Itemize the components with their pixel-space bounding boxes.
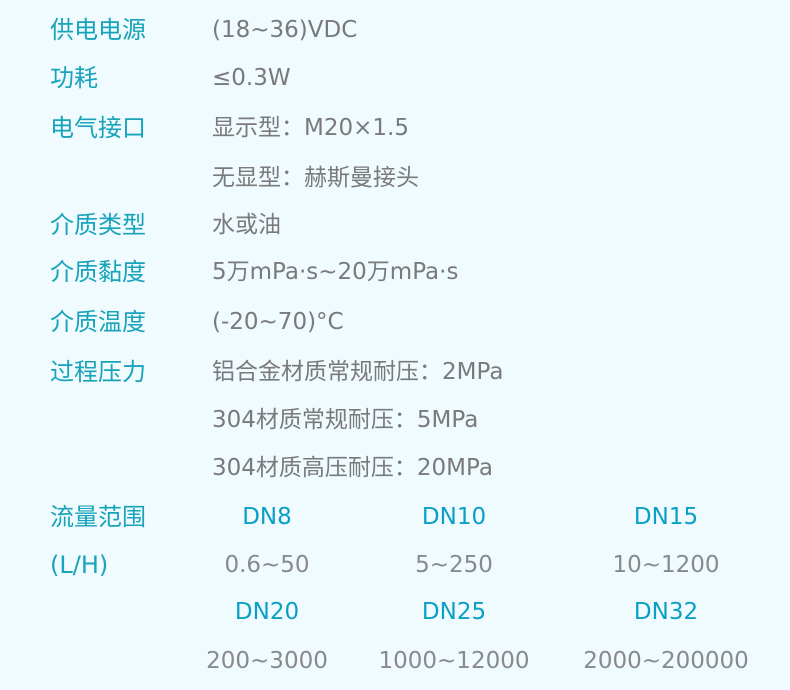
spec-label: 介质温度 xyxy=(50,308,146,336)
spec-label: 供电电源 xyxy=(50,16,146,44)
spec-row: 介质温度 (-20~70)°C xyxy=(0,298,790,346)
spec-label: 电气接口 xyxy=(50,114,146,142)
spec-label: 介质黏度 xyxy=(50,258,146,286)
spec-value: 304材质高压耐压：20MPa xyxy=(212,455,493,481)
spec-label: 过程压力 xyxy=(50,358,146,386)
spec-row: 304材质高压耐压：20MPa xyxy=(0,444,790,492)
flow-row: 200~3000 1000~12000 2000~200000 xyxy=(0,637,790,685)
flow-row: DN20 DN25 DN32 xyxy=(0,588,790,636)
pipe-size: DN32 xyxy=(633,599,699,625)
spec-row: 304材质常规耐压：5MPa xyxy=(0,396,790,444)
flow-unit: (L/H) xyxy=(50,551,109,579)
spec-row: 介质类型 水或油 xyxy=(0,201,790,249)
spec-value: (-20~70)°C xyxy=(212,309,344,335)
spec-label: 介质类型 xyxy=(50,211,146,239)
spec-value: (18~36)VDC xyxy=(212,17,358,43)
flow-range: 200~3000 xyxy=(206,648,328,674)
flow-row: (L/H) 0.6~50 5~250 10~1200 xyxy=(0,541,790,589)
spec-value: 铝合金材质常规耐压：2MPa xyxy=(212,359,504,385)
flow-range: 1000~12000 xyxy=(378,648,530,674)
flow-range: 2000~200000 xyxy=(583,648,749,674)
pipe-size: DN25 xyxy=(421,599,487,625)
pipe-size: DN8 xyxy=(242,504,292,530)
spec-value: 显示型：M20×1.5 xyxy=(212,115,409,141)
pipe-size: DN15 xyxy=(633,504,699,530)
spec-row: 功耗 ≤0.3W xyxy=(0,54,790,102)
pipe-size: DN10 xyxy=(421,504,487,530)
spec-row: 过程压力 铝合金材质常规耐压：2MPa xyxy=(0,348,790,396)
spec-row: 无显型：赫斯曼接头 xyxy=(0,154,790,202)
spec-value: 无显型：赫斯曼接头 xyxy=(212,165,419,191)
flow-range: 10~1200 xyxy=(612,552,720,578)
spec-value: ≤0.3W xyxy=(212,65,291,91)
spec-value: 5万mPa·s~20万mPa·s xyxy=(212,259,459,285)
spec-row: 介质黏度 5万mPa·s~20万mPa·s xyxy=(0,248,790,296)
flow-label: 流量范围 xyxy=(50,503,146,531)
spec-row: 电气接口 显示型：M20×1.5 xyxy=(0,104,790,152)
spec-row: 供电电源 (18~36)VDC xyxy=(0,6,790,54)
flow-range: 0.6~50 xyxy=(224,552,310,578)
flow-range: 5~250 xyxy=(415,552,493,578)
spec-value: 水或油 xyxy=(212,212,281,238)
spec-value: 304材质常规耐压：5MPa xyxy=(212,407,479,433)
spec-label: 功耗 xyxy=(50,64,98,92)
pipe-size: DN20 xyxy=(234,599,300,625)
flow-row: 流量范围 DN8 DN10 DN15 xyxy=(0,493,790,541)
